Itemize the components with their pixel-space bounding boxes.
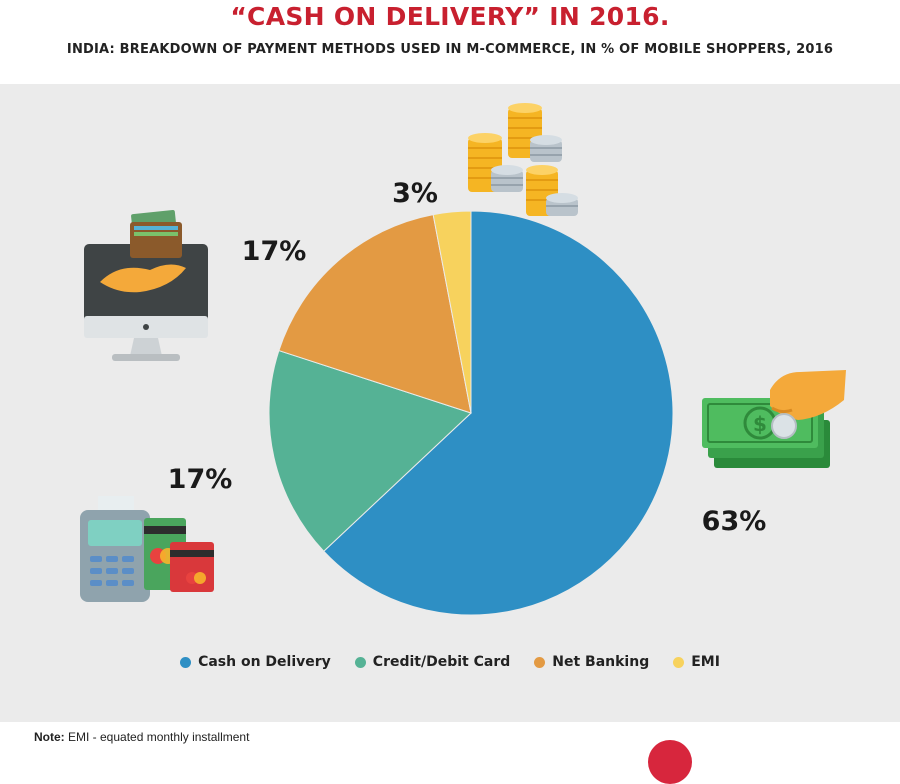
legend-swatch	[534, 656, 546, 668]
pie-slice-credit-debit-card	[268, 349, 472, 552]
svg-text:$: $	[753, 412, 767, 436]
pie-slice-emi	[432, 210, 472, 414]
pie-slice-cash-on-delivery	[323, 210, 674, 616]
coins-stack-icon	[468, 103, 578, 216]
pie-chart: 63% 17% 17% 3%	[80, 103, 846, 616]
footnote: Note: EMI - equated monthly installment	[34, 730, 249, 744]
legend-item-credit-debit-card: Credit/Debit Card	[354, 654, 511, 670]
page-subtitle: INDIA: BREAKDOWN OF PAYMENT METHODS USED…	[66, 42, 834, 57]
pie-labels: 63% 17% 17% 3%	[168, 178, 767, 537]
legend-label: Net Banking	[552, 654, 650, 670]
legend-label: Cash on Delivery	[198, 654, 331, 670]
page-title: “CASH ON DELIVERY” IN 2016.	[230, 2, 670, 31]
data-label-emi: 3%	[392, 178, 438, 209]
brand-logo	[648, 740, 692, 784]
legend-swatch	[673, 656, 685, 668]
footer	[0, 722, 900, 750]
pie-slice-net-banking	[278, 213, 472, 414]
data-label-credit-debit-card: 17%	[168, 464, 233, 495]
legend: Cash on Delivery Credit/Debit Card Net B…	[0, 654, 900, 670]
legend-item-emi: EMI	[673, 654, 720, 670]
legend-swatch	[354, 656, 366, 668]
note-label: Note:	[34, 730, 65, 744]
header: “CASH ON DELIVERY” IN 2016. INDIA: BREAK…	[0, 0, 900, 84]
computer-wallet-icon	[84, 209, 208, 361]
legend-item-cash-on-delivery: Cash on Delivery	[180, 654, 331, 670]
note-text: EMI - equated monthly installment	[64, 730, 250, 744]
data-label-cash-on-delivery: 63%	[702, 506, 767, 537]
legend-label: Credit/Debit Card	[372, 654, 511, 670]
legend-label: EMI	[691, 654, 720, 670]
legend-swatch	[180, 656, 192, 668]
cash-hand-icon: $	[702, 370, 846, 468]
card-terminal-icon	[80, 496, 214, 602]
data-label-net-banking: 17%	[242, 236, 307, 267]
legend-item-net-banking: Net Banking	[534, 654, 649, 670]
pie-slices	[268, 210, 674, 616]
